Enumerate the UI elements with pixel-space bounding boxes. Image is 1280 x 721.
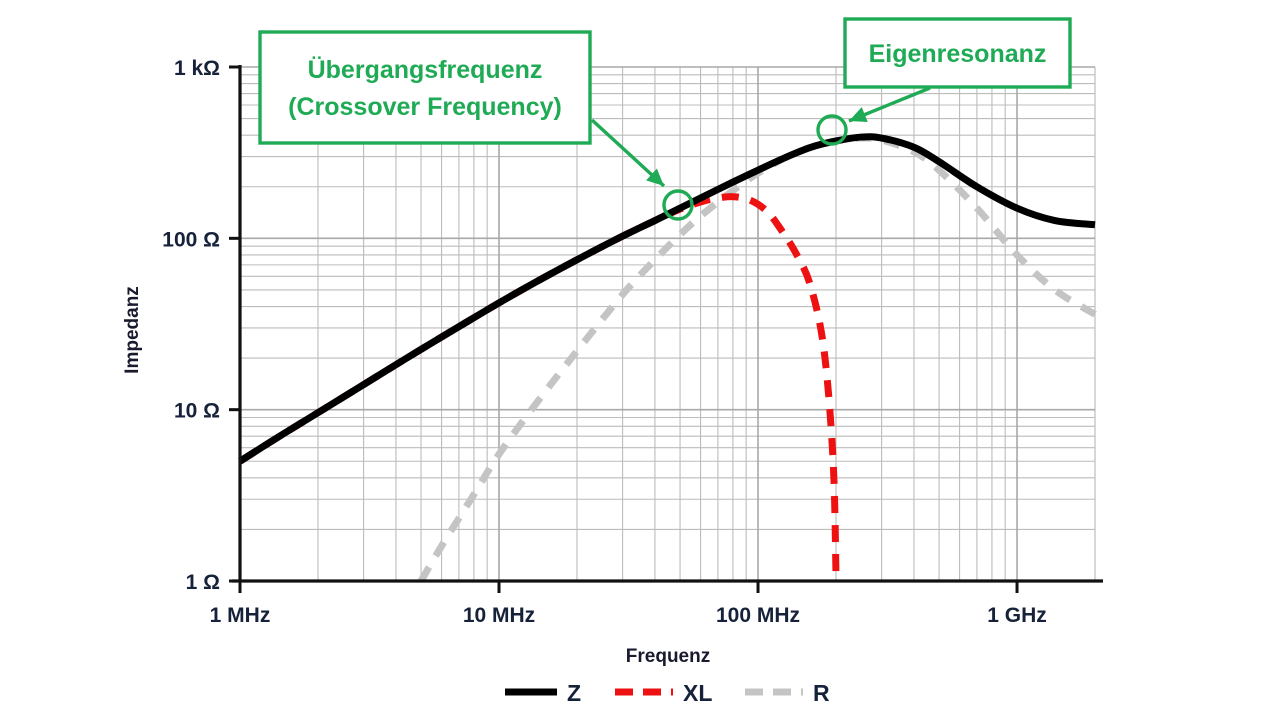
marker-circle-crossover bbox=[662, 189, 694, 221]
y-tick-label: 1 Ω bbox=[186, 571, 220, 594]
axis-ticks bbox=[229, 65, 1019, 593]
series-z bbox=[238, 133, 1096, 465]
callout-arrowhead-resonance bbox=[849, 107, 868, 122]
y-tick-label: 100 Ω bbox=[162, 228, 220, 251]
tick-labels: 1 Ω 10 Ω 100 Ω 1 kΩ 1 MHz 10 MHz 100 MHz 1 GHz bbox=[162, 57, 1047, 627]
marker-circle-resonance bbox=[816, 114, 848, 146]
y-tick-label: 1 kΩ bbox=[174, 57, 220, 80]
legend-label-z: Z bbox=[567, 680, 581, 706]
legend: Z XL R bbox=[505, 680, 830, 706]
y-tick-label: 10 Ω bbox=[174, 400, 220, 423]
annotation-layer: Übergangsfrequenz (Crossover Frequency) Ei… bbox=[258, 17, 1072, 221]
legend-label-r: R bbox=[813, 680, 830, 706]
x-tick-label: 1 GHz bbox=[987, 604, 1047, 627]
callout-text-crossover: Übergangsfrequenz bbox=[308, 55, 543, 84]
x-tick-label: 100 MHz bbox=[716, 604, 800, 627]
y-axis-title: Impedanz bbox=[122, 286, 143, 374]
callout-box-crossover bbox=[258, 30, 592, 145]
plot-series bbox=[238, 133, 1097, 583]
grid-minor bbox=[240, 67, 1096, 581]
x-tick-label: 10 MHz bbox=[463, 604, 535, 627]
callout-arrowhead-crossover bbox=[646, 168, 664, 186]
callout-text-resonance: Eigenresonanz bbox=[869, 40, 1047, 68]
callout-text-crossover: (Crossover Frequency) bbox=[288, 93, 562, 121]
x-tick-label: 1 MHz bbox=[210, 604, 271, 627]
callout-box-resonance bbox=[843, 17, 1072, 89]
x-axis-title: Frequenz bbox=[626, 646, 710, 667]
axis-lines bbox=[232, 65, 1103, 583]
legend-label-xl: XL bbox=[683, 680, 712, 706]
